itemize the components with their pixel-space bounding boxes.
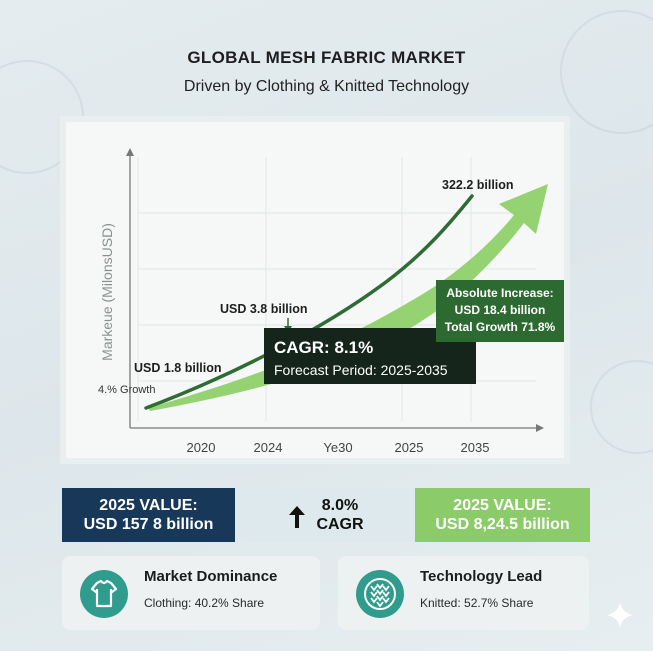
y-axis-arrow-icon — [126, 148, 134, 156]
knit-fabric-icon — [356, 570, 404, 618]
background-decoration — [560, 10, 653, 134]
x-tick-label: Ye30 — [323, 440, 352, 455]
value-right-heading: 2025 VALUE: — [453, 497, 552, 514]
value-right-amount: USD 8,24.5 billion — [435, 516, 570, 533]
cagr-stat-box: 8.0% CAGR — [235, 488, 415, 542]
increase-callout-box — [436, 280, 564, 342]
technology-lead-card: Technology Lead Knitted: 52.7% Share — [338, 556, 589, 630]
increase-line-1: Absolute Increase: — [446, 286, 553, 300]
chart-panel: Markeue (MilonsUSD) 2020 2024 Ye30 2025 … — [60, 116, 570, 464]
value-left-amount: USD 157 8 billion — [83, 516, 214, 533]
x-tick-label: 2020 — [187, 440, 216, 455]
technology-lead-share: Knitted: 52.7% Share — [420, 596, 534, 610]
arrow-up-icon — [289, 506, 305, 528]
cagr-stat-label: CAGR — [316, 516, 364, 533]
growth-arrow-series — [148, 184, 548, 411]
x-tick-label: 2025 — [395, 440, 424, 455]
end-value-label: 322.2 billion — [442, 178, 514, 192]
y-axis-label: Markeue (MilonsUSD) — [99, 223, 115, 361]
background-decoration — [590, 360, 653, 454]
increase-line-2: USD 18.4 billion — [455, 303, 546, 317]
market-dominance-share: Clothing: 40.2% Share — [144, 596, 265, 610]
x-tick-label: 2024 — [254, 440, 283, 455]
cagr-callout-title: CAGR: 8.1% — [274, 338, 373, 357]
value-2025-right-box: 2025 VALUE: USD 8,24.5 billion — [415, 488, 590, 542]
market-dominance-title: Market Dominance — [144, 568, 278, 585]
x-axis-arrow-icon — [536, 424, 544, 432]
value-2025-left-box: 2025 VALUE: USD 157 8 billion — [62, 488, 235, 542]
x-tick-label: 2035 — [461, 440, 490, 455]
mid-value-label: USD 3.8 billion — [220, 302, 308, 316]
increase-line-3: Total Growth 71.8% — [445, 320, 556, 334]
page-subtitle: Driven by Clothing & Knitted Technology — [183, 78, 470, 95]
cagr-stat-value: 8.0% — [321, 497, 359, 514]
tshirt-icon — [80, 570, 128, 618]
market-chart: Markeue (MilonsUSD) 2020 2024 Ye30 2025 … — [98, 148, 564, 455]
start-growth-label: 4.% Growth — [98, 384, 155, 396]
start-value-label: USD 1.8 billion — [134, 361, 222, 375]
value-left-heading: 2025 VALUE: — [99, 497, 198, 514]
market-value-line — [144, 194, 474, 410]
sparkle-icon — [607, 602, 633, 628]
technology-lead-title: Technology Lead — [420, 568, 543, 585]
cagr-callout-period: Forecast Period: 2025-2035 — [274, 362, 448, 378]
page-title: GLOBAL MESH FABRIC MARKET — [187, 48, 466, 67]
market-dominance-card: Market Dominance Clothing: 40.2% Share — [62, 556, 320, 630]
